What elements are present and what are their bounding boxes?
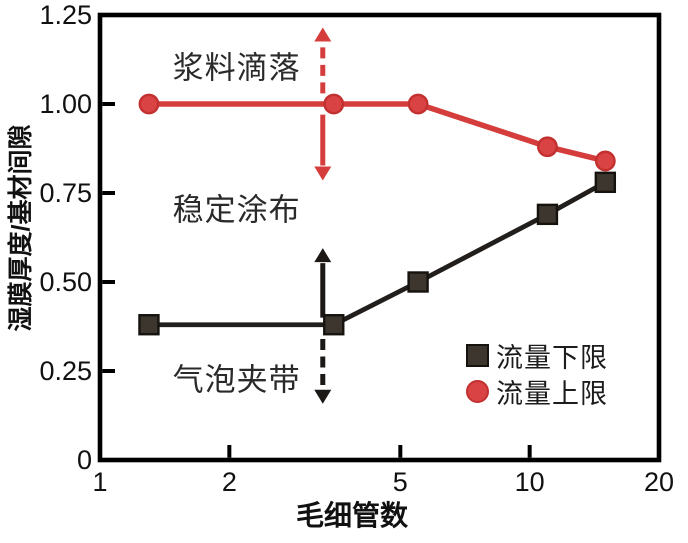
legend-item-upper-limit: 流量上限 xyxy=(466,373,608,409)
circle-marker-icon xyxy=(466,379,489,403)
upper-limit-marker xyxy=(407,93,429,115)
upper-limit-marker xyxy=(323,93,345,115)
x-tick-label: 10 xyxy=(514,467,545,497)
x-tick-label: 1 xyxy=(92,467,108,497)
legend: 流量下限 流量上限 xyxy=(466,337,608,409)
x-tick-label: 5 xyxy=(392,467,408,497)
lower-limit-marker xyxy=(407,271,429,293)
y-tick-label: 0 xyxy=(76,445,92,475)
legend-label-lower-limit: 流量下限 xyxy=(496,342,608,373)
upper-limit-marker xyxy=(594,150,616,172)
legend-label-upper-limit: 流量上限 xyxy=(496,378,608,409)
x-tick-label: 2 xyxy=(221,467,237,497)
region-annotation: 浆料滴落 xyxy=(172,50,301,86)
y-tick-label: 0.75 xyxy=(39,178,92,208)
x-axis-title: 毛细管数 xyxy=(295,500,409,531)
arrow-head-down-icon xyxy=(314,389,332,404)
y-axis-title: 湿膜厚度/基材间隙 xyxy=(7,124,35,332)
x-tick-label: 20 xyxy=(643,467,675,497)
arrow-head-up-icon xyxy=(314,27,332,42)
arrow-head-up-icon xyxy=(314,248,332,263)
y-tick-label: 1.00 xyxy=(39,89,92,119)
y-tick-label: 1.25 xyxy=(39,0,92,30)
square-marker-icon xyxy=(466,343,489,367)
upper-limit-marker xyxy=(138,93,160,115)
lower-limit-marker xyxy=(536,203,559,226)
arrow-head-down-icon xyxy=(314,166,332,181)
y-tick-label: 0.50 xyxy=(39,267,92,297)
lower-limit-marker xyxy=(138,314,160,336)
series-line-upper-limit xyxy=(146,101,609,164)
plot-frame xyxy=(97,12,662,463)
lower-limit-marker xyxy=(594,171,617,194)
y-tick-label: 0.25 xyxy=(39,356,92,386)
legend-item-lower-limit: 流量下限 xyxy=(466,337,608,373)
lower-limit-marker xyxy=(323,314,345,336)
region-annotation: 气泡夹带 xyxy=(172,362,301,398)
upper-limit-marker xyxy=(537,136,558,158)
region-annotation: 稳定涂布 xyxy=(172,192,301,228)
